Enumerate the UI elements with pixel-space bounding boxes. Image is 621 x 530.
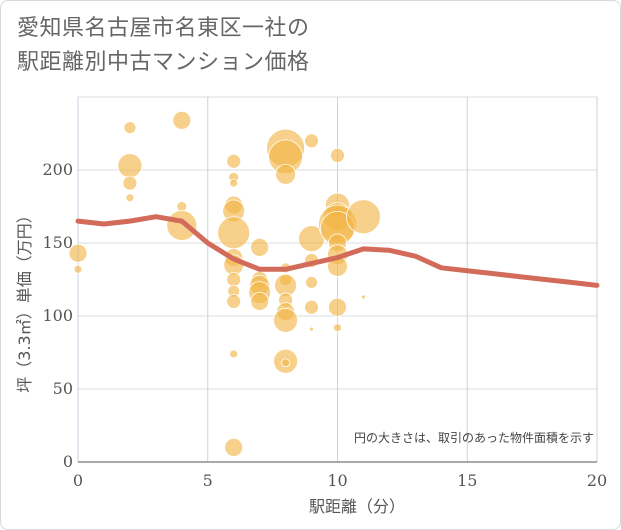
scatter-bubble xyxy=(304,299,319,315)
tick-layer: 0 50 100 150 200 0 5 10 15 20 xyxy=(42,160,607,490)
scatter-bubble xyxy=(125,193,135,203)
scatter-bubble xyxy=(304,133,319,149)
scatter-bubble xyxy=(73,264,83,274)
x-axis-title: 駅距離（分） xyxy=(309,497,405,516)
scatter-bubble xyxy=(123,121,137,135)
scatter-bubble xyxy=(176,201,188,212)
scatter-bubble xyxy=(250,291,270,311)
x-tick-label: 0 xyxy=(73,471,83,490)
y-tick-label: 0 xyxy=(63,452,73,471)
grid-layer xyxy=(77,96,598,463)
y-tick-label: 100 xyxy=(42,306,73,325)
scatter-bubble xyxy=(122,175,138,191)
scatter-bubble xyxy=(330,147,345,163)
chart-title: 愛知県名古屋市名東区一社の 駅距離別中古マンション価格 xyxy=(17,16,310,75)
y-tick-label: 200 xyxy=(42,160,73,179)
y-tick-label: 150 xyxy=(42,233,73,252)
x-tick-label: 10 xyxy=(327,471,347,490)
size-note: 円の大きさは、取引のあった物件面積を示す xyxy=(354,430,594,445)
scatter-bubble xyxy=(226,153,242,169)
scatter-bubble xyxy=(68,243,88,263)
y-tick-label: 50 xyxy=(53,379,73,398)
average-price-line xyxy=(75,214,600,288)
x-tick-label: 15 xyxy=(457,471,477,490)
scatter-bubble xyxy=(273,307,299,333)
scatter-bubble xyxy=(172,110,192,130)
scatter-bubble xyxy=(226,272,242,287)
scatter-bubble xyxy=(305,276,318,289)
scatter-bubble xyxy=(250,237,270,257)
scatter-bubble xyxy=(281,358,291,368)
scatter-bubble xyxy=(328,297,347,317)
scatter-bubble xyxy=(346,199,381,235)
scatter-bubble xyxy=(217,216,251,250)
scatter-bubble xyxy=(361,294,366,300)
x-tick-label: 20 xyxy=(587,471,607,490)
y-axis-title: 坪（3.3㎡）単価（万円） xyxy=(15,207,34,392)
scatter-bubble xyxy=(275,163,297,185)
scatter-bubble xyxy=(309,326,314,332)
scatter-bubble xyxy=(229,349,239,359)
scatter-bubble xyxy=(229,178,239,188)
scatter-bubble xyxy=(226,293,242,309)
scatter-bubble xyxy=(333,323,342,333)
x-tick-label: 5 xyxy=(203,471,213,490)
scatter-bubble xyxy=(117,153,143,179)
bubble-layer xyxy=(68,110,381,457)
line-layer xyxy=(75,214,600,288)
scatter-bubble xyxy=(166,210,198,241)
scatter-bubble xyxy=(224,437,244,457)
